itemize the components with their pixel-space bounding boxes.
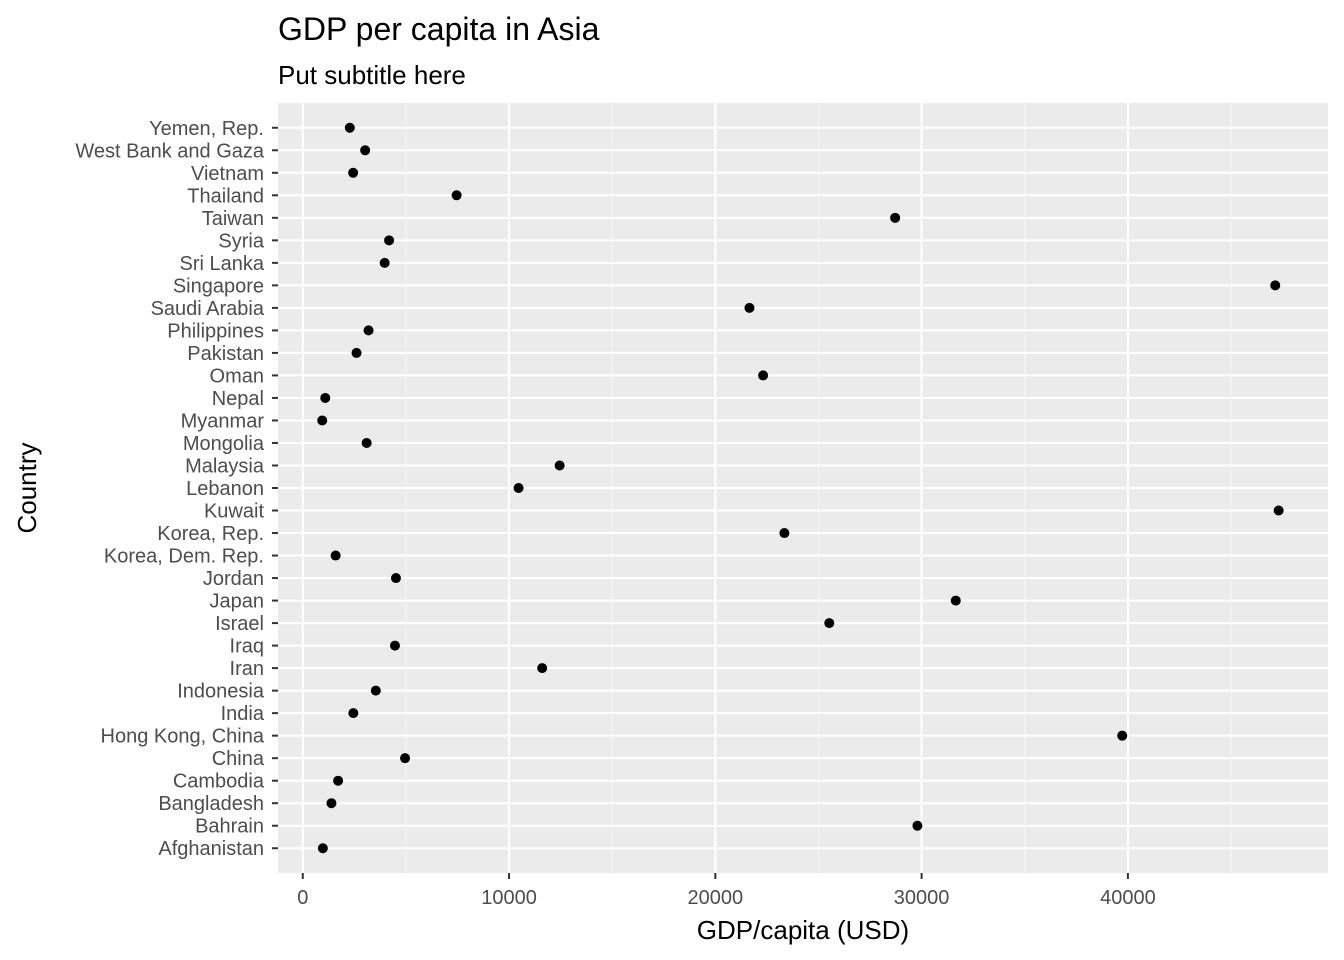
data-point [330,550,341,561]
y-axis-title: Country [12,442,42,533]
y-tick-label: Taiwan [202,208,264,230]
data-point [344,122,355,133]
data-point [890,212,901,223]
data-point [451,190,462,201]
data-point [360,145,371,156]
x-axis: 0 10000 20000 30000 40000 [297,873,1156,909]
data-point [554,460,565,471]
y-tick-label: Japan [210,591,265,613]
y-tick-label: Syria [218,230,264,252]
y-tick-label: Kuwait [204,501,264,523]
data-point [390,573,401,584]
grid-lines [278,103,1328,873]
y-tick-label: Afghanistan [158,838,264,860]
data-points [317,122,1284,854]
y-tick-label: Cambodia [173,771,265,793]
data-point [348,167,359,178]
data-point [537,663,548,674]
y-tick-label: Bahrain [195,816,264,838]
y-tick-label: Mongolia [183,433,265,455]
data-point [317,415,328,426]
y-tick-label: India [221,703,265,725]
data-point [317,843,328,854]
y-tick-label: West Bank and Gaza [75,140,265,162]
chart-subtitle: Put subtitle here [278,60,466,90]
y-tick-label: Indonesia [177,681,265,703]
x-tick-label: 20000 [688,887,744,909]
data-point [351,347,362,358]
x-tick-label: 40000 [1100,887,1156,909]
y-tick-label: Yemen, Rep. [149,118,264,140]
y-tick-label: China [212,748,265,770]
y-tick-label: Korea, Dem. Rep. [104,546,264,568]
data-point [513,483,524,493]
data-point [912,820,923,831]
data-point [758,370,769,381]
y-tick-label: Korea, Rep. [157,523,264,545]
data-point [400,753,411,764]
data-point [363,325,374,336]
y-tick-label: Thailand [187,185,264,207]
data-point [824,618,835,629]
data-point [779,528,790,539]
x-tick-label: 0 [297,887,308,909]
data-point [1273,505,1284,516]
data-point [950,595,961,606]
y-tick-label: Malaysia [185,455,265,477]
y-tick-label: Jordan [203,568,264,590]
x-tick-label: 10000 [481,887,537,909]
y-tick-label: Hong Kong, China [101,726,265,748]
data-point [1270,280,1281,291]
y-tick-label: Lebanon [186,478,264,500]
chart-title: GDP per capita in Asia [278,11,600,47]
data-point [744,302,755,313]
data-point [361,437,372,448]
y-tick-label: Vietnam [191,163,264,185]
y-tick-label: Pakistan [187,343,264,365]
y-tick-label: Myanmar [181,410,265,432]
x-tick-label: 30000 [894,887,950,909]
y-tick-label: Saudi Arabia [151,298,265,320]
data-point [389,640,400,651]
y-tick-label: Oman [210,365,264,387]
y-tick-label: Iraq [230,636,264,658]
y-tick-label: Israel [215,613,264,635]
x-axis-title: GDP/capita (USD) [697,915,909,945]
data-point [333,775,344,786]
y-tick-label: Bangladesh [158,793,264,815]
y-tick-label: Singapore [173,275,264,297]
y-axis: AfghanistanBahrainBangladeshCambodiaChin… [75,118,278,860]
y-tick-label: Iran [230,658,264,680]
data-point [326,798,337,809]
data-point [320,392,331,403]
data-point [379,257,390,268]
y-tick-label: Nepal [212,388,264,410]
data-point [384,235,395,246]
data-point [370,685,381,696]
data-point [1117,730,1128,741]
y-tick-label: Sri Lanka [180,253,265,275]
data-point [348,708,359,719]
y-tick-label: Philippines [167,320,264,342]
